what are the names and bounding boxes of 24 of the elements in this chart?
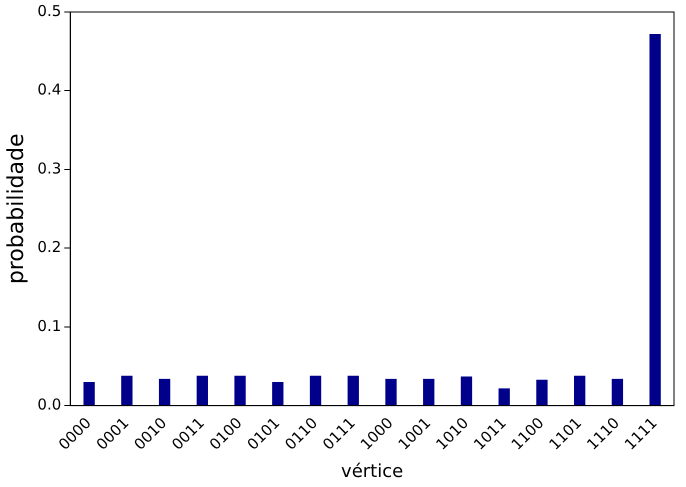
bar (649, 34, 661, 406)
bar (234, 376, 246, 406)
x-axis-title: vértice (341, 460, 404, 482)
y-tick-label: 0.2 (37, 238, 62, 256)
y-tick-label: 0.0 (37, 396, 62, 414)
bar (423, 378, 434, 406)
bar (498, 388, 510, 406)
y-tick-label: 0.3 (37, 159, 62, 178)
bar (612, 378, 624, 406)
bar (121, 376, 133, 406)
y-tick-label: 0.4 (37, 80, 62, 99)
bar (196, 376, 208, 406)
bar (348, 376, 359, 406)
bar (158, 378, 170, 406)
bar (83, 382, 95, 406)
bar (272, 382, 284, 406)
bar (460, 376, 472, 406)
y-tick-label: 0.1 (37, 316, 62, 335)
y-tick-label: 0.5 (37, 2, 62, 20)
bar (574, 376, 586, 406)
bar (536, 380, 548, 406)
y-axis-title: probabilidade (4, 133, 29, 284)
bar (310, 376, 322, 406)
bar (385, 378, 397, 406)
